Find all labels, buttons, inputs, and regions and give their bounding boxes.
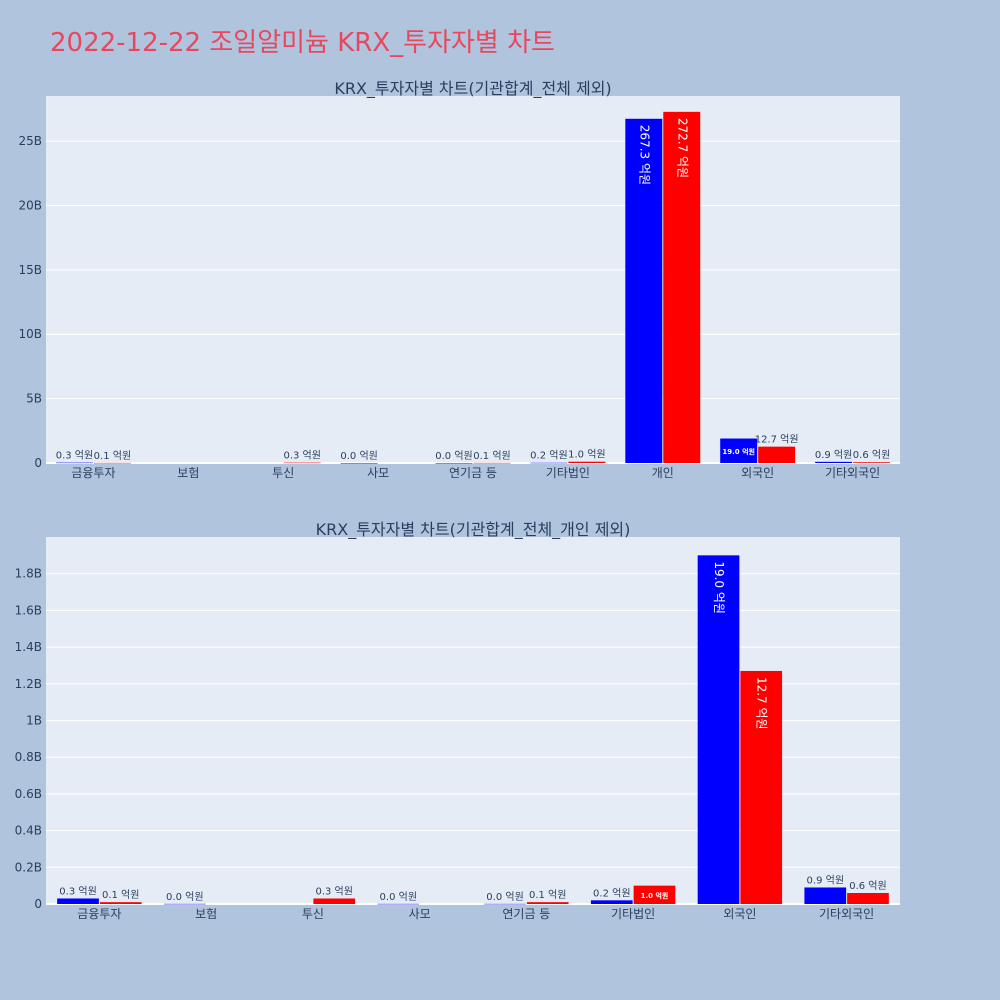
y-tick-label: 0.6B xyxy=(15,787,42,801)
data-label: 0.0 억원 xyxy=(340,450,377,462)
data-label: 0.9 억원 xyxy=(815,449,852,461)
data-label: 12.7 억원 xyxy=(755,677,769,730)
x-tick-label: 개인 xyxy=(652,466,674,480)
data-label: 267.3 억원 xyxy=(637,125,651,185)
bar xyxy=(815,461,853,463)
bar xyxy=(473,462,511,464)
chart-title: KRX_투자자별 차트(기관합계_전체 제외) xyxy=(334,79,611,99)
data-label: 0.0 억원 xyxy=(380,891,417,903)
data-label: 0.3 억원 xyxy=(59,885,96,897)
bar xyxy=(377,903,420,905)
bar xyxy=(740,670,783,904)
x-tick-label: 연기금 등 xyxy=(449,466,497,480)
chart-title: KRX_투자자별 차트(기관합계_전체_개인 제외) xyxy=(316,520,631,540)
x-tick-label: 사모 xyxy=(367,466,389,480)
bar xyxy=(568,461,606,463)
data-label: 0.3 억원 xyxy=(283,450,320,462)
bar xyxy=(55,462,93,464)
bar xyxy=(313,898,356,904)
data-label: 0.6 억원 xyxy=(849,880,886,892)
bar xyxy=(163,903,206,905)
y-tick-label: 1.2B xyxy=(15,677,42,691)
data-label: 0.6 억원 xyxy=(853,449,890,461)
bar xyxy=(697,555,740,904)
bar xyxy=(853,462,891,463)
data-label: 0.3 억원 xyxy=(56,450,93,462)
bar xyxy=(340,462,378,464)
data-label: 272.7 억원 xyxy=(675,118,689,178)
data-label: 0.0 억원 xyxy=(166,891,203,903)
x-tick-label: 연기금 등 xyxy=(502,907,550,921)
data-label: 19.0 억원 xyxy=(712,561,726,614)
data-label: 19.0 억원 xyxy=(722,447,755,456)
chart-2: 0 0.2B 0.4B 0.6B 0.8B 1B 1.2B 1.4B 1.6B 1.8B KRX_투… xyxy=(15,520,900,921)
bar xyxy=(283,462,321,464)
y-tick-label: 0 xyxy=(34,897,42,911)
x-tick-label: 기타법인 xyxy=(546,466,590,480)
y-tick-label: 0.8B xyxy=(15,750,42,764)
bar xyxy=(663,111,701,463)
y-tick-label: 1B xyxy=(26,714,42,728)
data-label: 0.0 억원 xyxy=(435,450,472,462)
data-label: 0.9 억원 xyxy=(807,874,844,886)
page-title: 2022-12-22 조일알미늄 KRX_투자자별 차트 xyxy=(50,28,555,58)
x-tick-label: 외국인 xyxy=(723,907,756,921)
bar xyxy=(526,902,569,904)
y-tick-label: 5B xyxy=(26,392,42,406)
y-tick-label: 25B xyxy=(18,134,42,148)
data-label: 0.1 억원 xyxy=(473,450,510,462)
bar xyxy=(758,446,796,463)
data-label: 1.0 억원 xyxy=(641,891,669,900)
y-tick-label: 1.6B xyxy=(15,603,42,617)
bar xyxy=(99,902,142,904)
y-tick-label: 1.8B xyxy=(15,567,42,581)
x-tick-label: 기타외국인 xyxy=(825,466,880,480)
y-tick-label: 0.4B xyxy=(15,824,42,838)
data-label: 0.1 억원 xyxy=(102,889,139,901)
x-tick-label: 기타법인 xyxy=(611,907,655,921)
data-label: 0.3 억원 xyxy=(315,885,352,897)
x-tick-label: 투신 xyxy=(272,466,294,480)
plot-area xyxy=(46,96,900,463)
bar xyxy=(625,118,663,463)
bar xyxy=(720,438,758,463)
x-tick-label: 외국인 xyxy=(741,466,774,480)
chart-1: 0 5B 10B 15B 20B 25B KRX_투자자별 차트(기관합계_전체 제외) 금융… xyxy=(18,79,900,480)
bar xyxy=(93,462,131,464)
data-label: 1.0 억원 xyxy=(568,449,605,461)
data-label: 0.2 억원 xyxy=(593,887,630,899)
x-tick-label: 금융투자 xyxy=(71,466,115,480)
data-label: 0.2 억원 xyxy=(530,450,567,462)
bar xyxy=(633,885,676,904)
data-label: 0.1 억원 xyxy=(529,889,566,901)
data-label: 12.7 억원 xyxy=(755,434,799,446)
bar xyxy=(484,903,526,905)
bar xyxy=(57,898,99,904)
y-tick-label: 10B xyxy=(18,327,42,341)
bar xyxy=(530,462,568,464)
y-tick-label: 0 xyxy=(34,456,42,470)
x-tick-label: 기타외국인 xyxy=(819,907,874,921)
x-tick-label: 보험 xyxy=(195,907,217,921)
y-tick-label: 0.2B xyxy=(15,860,42,874)
bar xyxy=(804,887,847,904)
data-label: 0.0 억원 xyxy=(486,891,523,903)
bar xyxy=(847,892,889,904)
y-tick-label: 20B xyxy=(18,198,42,212)
bar xyxy=(590,900,633,904)
bar xyxy=(435,462,473,464)
x-tick-label: 사모 xyxy=(409,907,431,921)
x-tick-label: 투신 xyxy=(302,907,324,921)
data-label: 0.1 억원 xyxy=(94,450,131,462)
y-tick-label: 15B xyxy=(18,263,42,277)
y-tick-label: 1.4B xyxy=(15,640,42,654)
x-tick-label: 금융투자 xyxy=(77,907,121,921)
x-tick-label: 보험 xyxy=(177,466,199,480)
